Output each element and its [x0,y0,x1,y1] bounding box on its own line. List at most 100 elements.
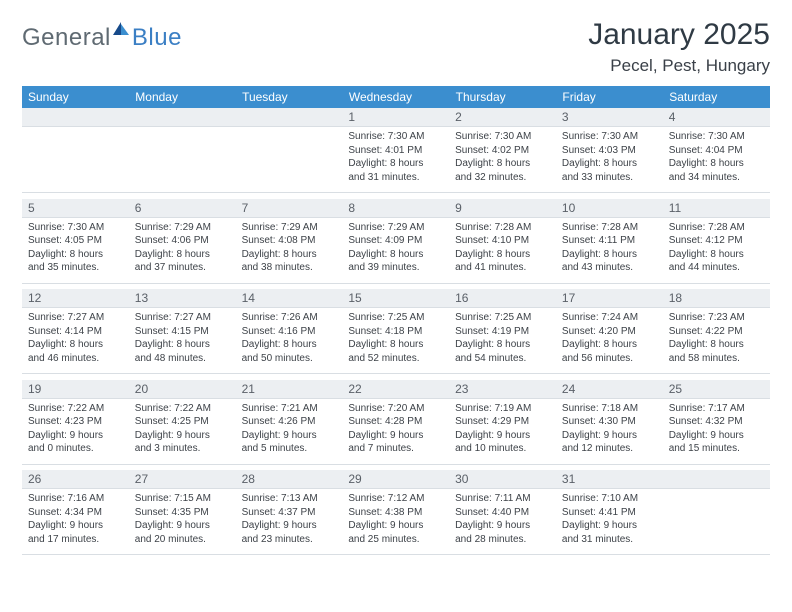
day-number-cell: 2 [449,108,556,127]
month-title: January 2025 [588,18,770,52]
day-info-line: and 46 minutes. [28,352,123,366]
day-info-line: Daylight: 8 hours [455,248,550,262]
day-number-cell: 13 [129,289,236,308]
day-info-line: Daylight: 9 hours [242,429,337,443]
day-info-line: Sunset: 4:11 PM [562,234,657,248]
day-info-line: Sunrise: 7:18 AM [562,402,657,416]
day-info-line: Sunset: 4:15 PM [135,325,230,339]
day-number-row: 262728293031 [22,470,770,489]
day-number-cell: 7 [236,199,343,218]
day-info-line: Daylight: 8 hours [135,248,230,262]
day-body-cell: Sunrise: 7:26 AMSunset: 4:16 PMDaylight:… [236,308,343,374]
day-number-row: 19202122232425 [22,380,770,399]
day-info-line: Daylight: 9 hours [669,429,764,443]
day-body-cell: Sunrise: 7:28 AMSunset: 4:12 PMDaylight:… [663,217,770,283]
day-body-cell: Sunrise: 7:27 AMSunset: 4:15 PMDaylight:… [129,308,236,374]
dow-tuesday: Tuesday [236,86,343,108]
day-body-cell: Sunrise: 7:30 AMSunset: 4:05 PMDaylight:… [22,217,129,283]
day-info-line: Daylight: 8 hours [348,157,443,171]
day-info-line: Daylight: 8 hours [669,157,764,171]
day-info-line: Daylight: 8 hours [28,338,123,352]
day-info-line: and 52 minutes. [348,352,443,366]
day-body-cell: Sunrise: 7:24 AMSunset: 4:20 PMDaylight:… [556,308,663,374]
day-info-line: Sunrise: 7:24 AM [562,311,657,325]
day-info-line: Sunset: 4:28 PM [348,415,443,429]
day-info-line: Daylight: 9 hours [562,429,657,443]
day-body-cell: Sunrise: 7:28 AMSunset: 4:10 PMDaylight:… [449,217,556,283]
day-info-line: and 0 minutes. [28,442,123,456]
day-info-line: and 31 minutes. [348,171,443,185]
day-body-cell: Sunrise: 7:30 AMSunset: 4:04 PMDaylight:… [663,127,770,193]
day-number-cell: 11 [663,199,770,218]
day-info-line: and 12 minutes. [562,442,657,456]
day-info-line: Sunset: 4:40 PM [455,506,550,520]
day-info-line: Sunrise: 7:30 AM [669,130,764,144]
day-body-cell: Sunrise: 7:23 AMSunset: 4:22 PMDaylight:… [663,308,770,374]
day-info-line: Sunrise: 7:29 AM [348,221,443,235]
day-info-line: Sunrise: 7:27 AM [28,311,123,325]
day-info-line: Sunrise: 7:20 AM [348,402,443,416]
day-info-line: Sunrise: 7:28 AM [562,221,657,235]
day-info-line: Daylight: 8 hours [242,248,337,262]
dow-wednesday: Wednesday [342,86,449,108]
day-body-cell [236,127,343,193]
day-of-week-header-row: Sunday Monday Tuesday Wednesday Thursday… [22,86,770,108]
day-body-cell: Sunrise: 7:22 AMSunset: 4:25 PMDaylight:… [129,398,236,464]
day-number-cell: 17 [556,289,663,308]
day-info-line: Daylight: 8 hours [348,338,443,352]
day-info-line: Sunrise: 7:26 AM [242,311,337,325]
day-info-line: Sunrise: 7:16 AM [28,492,123,506]
day-info-line: Sunrise: 7:17 AM [669,402,764,416]
day-info-line: Sunrise: 7:22 AM [28,402,123,416]
day-info-line: and 50 minutes. [242,352,337,366]
day-info-line: Sunrise: 7:28 AM [669,221,764,235]
day-info-line: and 54 minutes. [455,352,550,366]
day-info-line: Daylight: 8 hours [242,338,337,352]
day-info-line: Sunrise: 7:29 AM [242,221,337,235]
day-info-line: and 37 minutes. [135,261,230,275]
day-number-cell: 3 [556,108,663,127]
day-info-line: and 23 minutes. [242,533,337,547]
day-info-line: and 5 minutes. [242,442,337,456]
day-body-cell: Sunrise: 7:10 AMSunset: 4:41 PMDaylight:… [556,489,663,555]
day-number-cell: 22 [342,380,449,399]
day-info-line: and 20 minutes. [135,533,230,547]
day-info-line: Sunset: 4:09 PM [348,234,443,248]
day-info-line: Sunset: 4:29 PM [455,415,550,429]
day-info-line: Daylight: 8 hours [455,338,550,352]
day-info-line: and 15 minutes. [669,442,764,456]
day-number-cell [663,470,770,489]
day-number-cell: 10 [556,199,663,218]
day-info-line: and 58 minutes. [669,352,764,366]
calendar-page: General Blue January 2025 Pecel, Pest, H… [0,0,792,612]
calendar-table: Sunday Monday Tuesday Wednesday Thursday… [22,86,770,555]
day-info-line: and 7 minutes. [348,442,443,456]
day-info-line: Sunset: 4:01 PM [348,144,443,158]
day-number-cell: 27 [129,470,236,489]
day-info-line: Daylight: 9 hours [348,429,443,443]
day-body-cell: Sunrise: 7:12 AMSunset: 4:38 PMDaylight:… [342,489,449,555]
day-info-line: Daylight: 8 hours [562,157,657,171]
day-info-line: Sunrise: 7:21 AM [242,402,337,416]
dow-monday: Monday [129,86,236,108]
day-number-cell: 4 [663,108,770,127]
dow-thursday: Thursday [449,86,556,108]
day-info-line: and 32 minutes. [455,171,550,185]
day-info-line: and 56 minutes. [562,352,657,366]
day-info-line: Sunrise: 7:10 AM [562,492,657,506]
day-info-line: Sunset: 4:08 PM [242,234,337,248]
day-info-line: Sunset: 4:35 PM [135,506,230,520]
brand-text-part1: General [22,24,111,52]
day-info-line: Sunset: 4:26 PM [242,415,337,429]
day-body-cell: Sunrise: 7:29 AMSunset: 4:09 PMDaylight:… [342,217,449,283]
day-body-cell: Sunrise: 7:27 AMSunset: 4:14 PMDaylight:… [22,308,129,374]
day-info-line: and 38 minutes. [242,261,337,275]
day-info-line: Sunrise: 7:22 AM [135,402,230,416]
day-info-line: and 35 minutes. [28,261,123,275]
day-info-line: Sunrise: 7:30 AM [348,130,443,144]
day-info-line: and 48 minutes. [135,352,230,366]
day-info-line: Daylight: 9 hours [348,519,443,533]
dow-friday: Friday [556,86,663,108]
day-number-cell: 9 [449,199,556,218]
day-info-line: and 17 minutes. [28,533,123,547]
